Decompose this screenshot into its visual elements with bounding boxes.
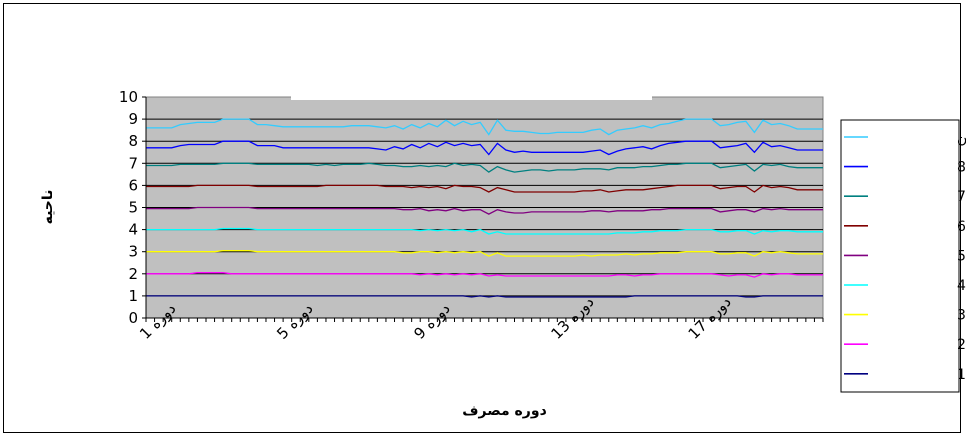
series-line: [146, 295, 823, 298]
series-line: [146, 118, 823, 136]
y-tick-label: 2: [128, 265, 138, 283]
legend-item-label: ناحیه 1: [957, 367, 966, 383]
y-axis-title: ناحیه: [40, 190, 56, 225]
y-tick-label: 0: [128, 309, 138, 327]
series-line: [146, 249, 823, 257]
series-lines: [146, 118, 823, 298]
legend-item-label: ناحیه 4: [957, 278, 966, 294]
y-tick-label: 3: [128, 243, 138, 261]
legend-item-label: ناحیه 5: [957, 248, 966, 264]
series-line: [146, 184, 823, 193]
y-tick-label: 10: [119, 88, 138, 106]
series-line: [146, 227, 823, 235]
y-tick-label: 8: [128, 132, 138, 150]
series-line: [146, 206, 823, 215]
legend-item-label: ناحیه 2: [957, 337, 966, 353]
y-tick-label: 5: [128, 199, 138, 217]
y-tick-label: 9: [128, 110, 138, 128]
series-line: [146, 140, 823, 156]
legend-item-label: ناحیه 7: [957, 189, 966, 205]
y-tick-label: 7: [128, 154, 138, 172]
series-line: [146, 162, 823, 173]
legend-item-label: میانگین: [957, 129, 966, 146]
y-tick-label: 4: [128, 221, 138, 239]
legend-item-label: ناحیه 6: [957, 219, 966, 235]
legend-item-label: ناحیه 3: [957, 308, 966, 324]
plot-top-gap: [291, 96, 652, 100]
series-line: [146, 272, 823, 278]
legend-item-label: ناحیه 8: [957, 160, 966, 176]
y-tick-label: 1: [128, 287, 138, 305]
legend: میانگین ناحیه 8 ناحیه 7 ناحیه 6 ناحیه 5 ناحیه…: [840, 119, 966, 393]
x-axis-title: دوره مصرف: [462, 403, 547, 419]
y-tick-label: 6: [128, 176, 138, 194]
